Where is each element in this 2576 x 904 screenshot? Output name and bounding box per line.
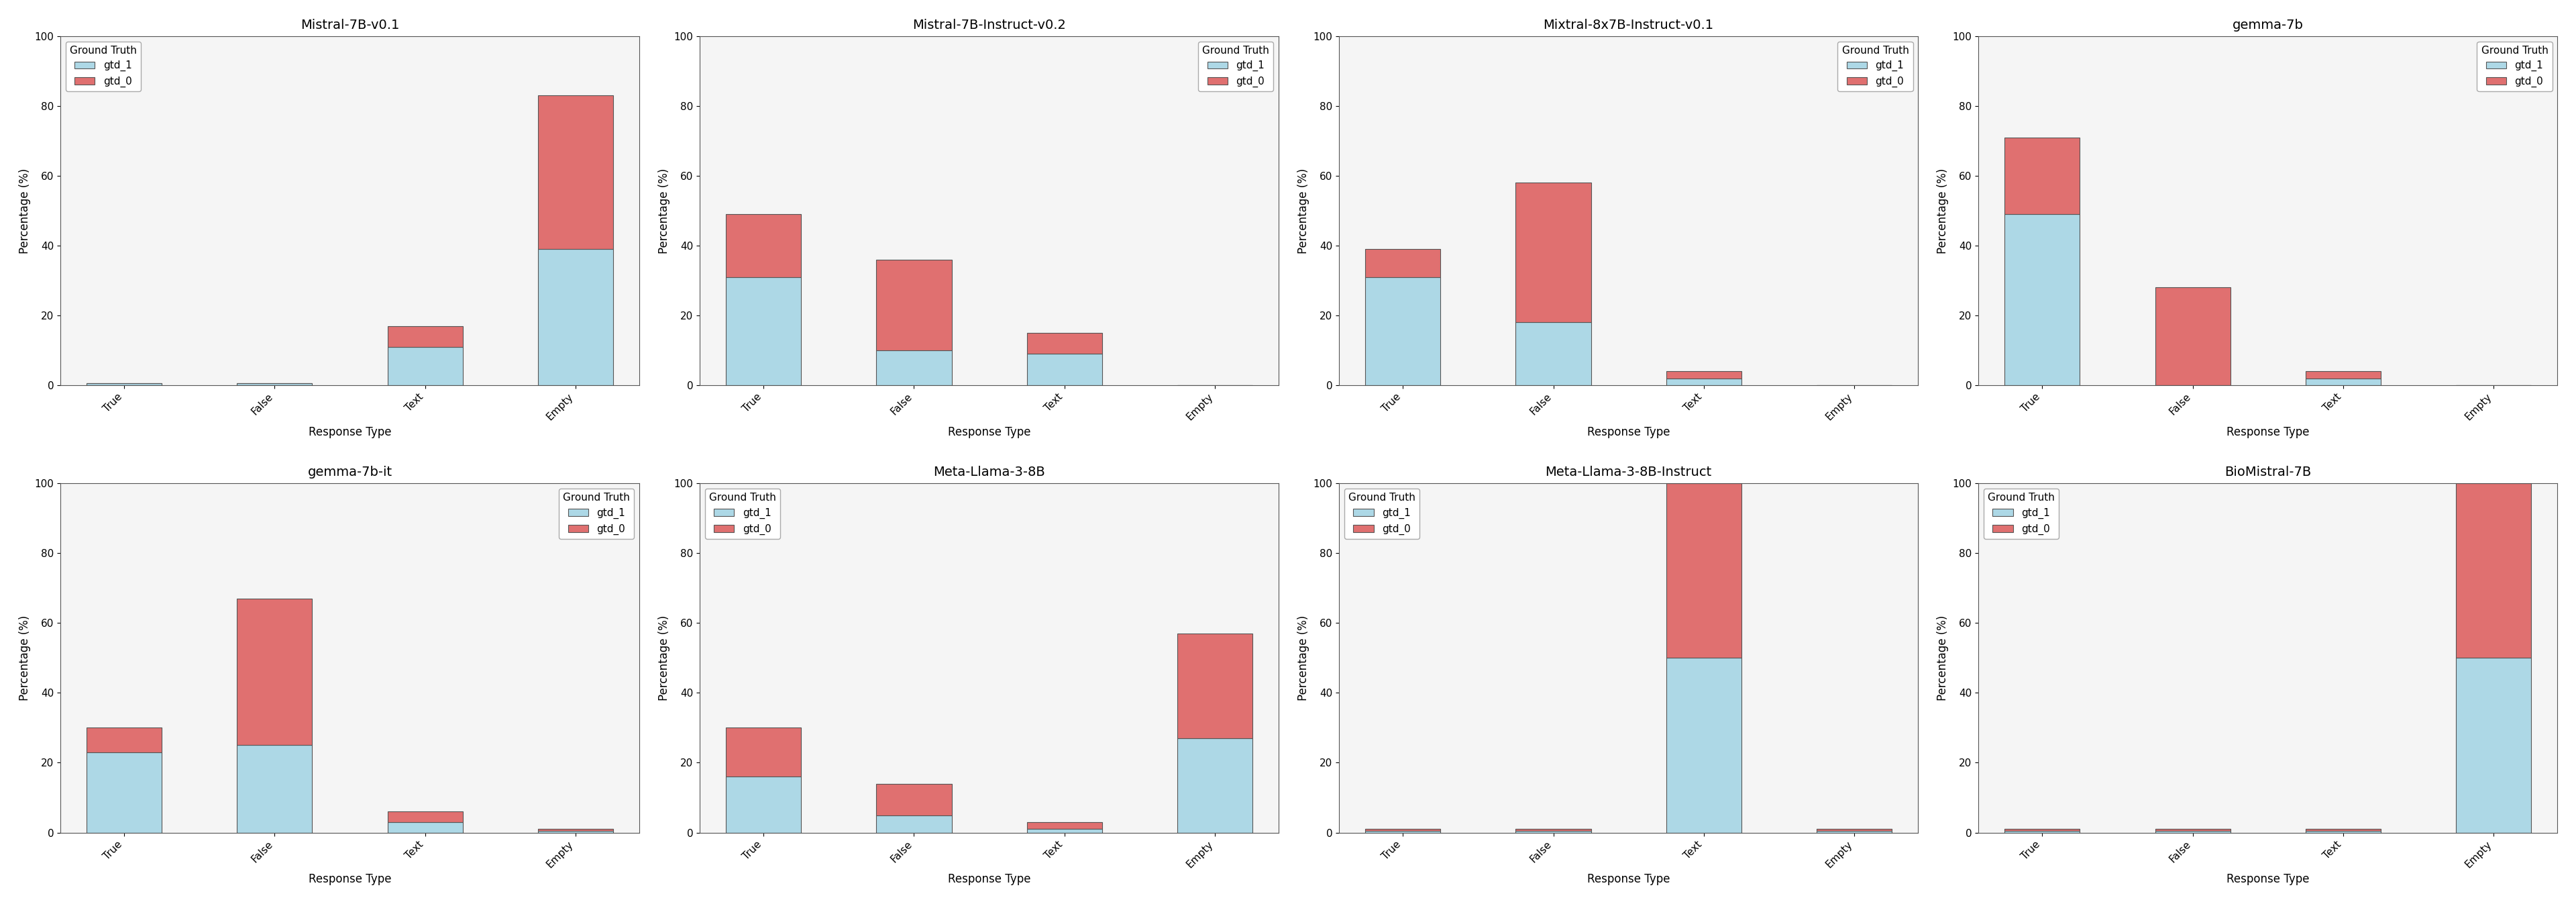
- Bar: [876, 350, 951, 385]
- Bar: [538, 831, 613, 833]
- Bar: [88, 383, 162, 385]
- Bar: [386, 347, 464, 385]
- Bar: [1028, 353, 1103, 385]
- Legend: gtd_1, gtd_0: gtd_1, gtd_0: [64, 42, 142, 91]
- Bar: [1365, 829, 1440, 831]
- X-axis label: Response Type: Response Type: [2226, 873, 2308, 885]
- Bar: [1667, 658, 1741, 833]
- Bar: [237, 745, 312, 833]
- X-axis label: Response Type: Response Type: [948, 426, 1030, 438]
- Title: gemma-7b-it: gemma-7b-it: [307, 466, 392, 479]
- Bar: [2004, 829, 2079, 831]
- Y-axis label: Percentage (%): Percentage (%): [1937, 616, 1947, 701]
- Bar: [2004, 214, 2079, 385]
- X-axis label: Response Type: Response Type: [309, 873, 392, 885]
- Bar: [1365, 831, 1440, 833]
- Y-axis label: Percentage (%): Percentage (%): [18, 168, 31, 253]
- Bar: [2306, 829, 2380, 831]
- Title: Mixtral-8x7B-Instruct-v0.1: Mixtral-8x7B-Instruct-v0.1: [1543, 19, 1713, 32]
- Bar: [2455, 658, 2532, 833]
- Bar: [726, 277, 801, 385]
- X-axis label: Response Type: Response Type: [309, 426, 392, 438]
- Title: Mistral-7B-Instruct-v0.2: Mistral-7B-Instruct-v0.2: [912, 19, 1066, 32]
- X-axis label: Response Type: Response Type: [1587, 873, 1669, 885]
- Bar: [1515, 183, 1592, 323]
- Bar: [386, 325, 464, 347]
- Bar: [1515, 831, 1592, 833]
- Title: Meta-Llama-3-8B: Meta-Llama-3-8B: [933, 466, 1046, 479]
- Bar: [2306, 831, 2380, 833]
- Bar: [2306, 378, 2380, 385]
- Bar: [538, 829, 613, 831]
- Bar: [88, 728, 162, 752]
- Bar: [2455, 484, 2532, 658]
- Bar: [1667, 484, 1741, 658]
- Bar: [386, 822, 464, 833]
- Bar: [1515, 829, 1592, 831]
- Legend: gtd_1, gtd_0: gtd_1, gtd_0: [1198, 42, 1273, 91]
- Y-axis label: Percentage (%): Percentage (%): [657, 616, 670, 701]
- Bar: [1028, 822, 1103, 829]
- Bar: [2156, 831, 2231, 833]
- Bar: [2004, 137, 2079, 214]
- Legend: gtd_1, gtd_0: gtd_1, gtd_0: [1345, 489, 1419, 539]
- Bar: [1028, 333, 1103, 353]
- Y-axis label: Percentage (%): Percentage (%): [18, 616, 31, 701]
- Bar: [538, 96, 613, 250]
- Bar: [386, 812, 464, 822]
- Bar: [876, 784, 951, 815]
- Legend: gtd_1, gtd_0: gtd_1, gtd_0: [2478, 42, 2553, 91]
- Y-axis label: Percentage (%): Percentage (%): [657, 168, 670, 253]
- X-axis label: Response Type: Response Type: [2226, 426, 2308, 438]
- Bar: [1365, 277, 1440, 385]
- Bar: [88, 752, 162, 833]
- Bar: [1028, 829, 1103, 833]
- Bar: [1177, 634, 1252, 739]
- Legend: gtd_1, gtd_0: gtd_1, gtd_0: [1984, 489, 2058, 539]
- Bar: [2306, 372, 2380, 378]
- Y-axis label: Percentage (%): Percentage (%): [1298, 168, 1309, 253]
- Bar: [726, 728, 801, 777]
- Bar: [2156, 829, 2231, 831]
- Bar: [726, 777, 801, 833]
- Legend: gtd_1, gtd_0: gtd_1, gtd_0: [559, 489, 634, 539]
- Bar: [1667, 372, 1741, 378]
- Legend: gtd_1, gtd_0: gtd_1, gtd_0: [706, 489, 781, 539]
- Y-axis label: Percentage (%): Percentage (%): [1298, 616, 1309, 701]
- Bar: [1816, 831, 1891, 833]
- Title: BioMistral-7B: BioMistral-7B: [2226, 466, 2311, 479]
- Bar: [1515, 323, 1592, 385]
- X-axis label: Response Type: Response Type: [1587, 426, 1669, 438]
- Bar: [1667, 378, 1741, 385]
- Bar: [726, 214, 801, 277]
- Bar: [2156, 287, 2231, 385]
- Bar: [876, 815, 951, 833]
- Title: Meta-Llama-3-8B-Instruct: Meta-Llama-3-8B-Instruct: [1546, 466, 1713, 479]
- Bar: [2004, 831, 2079, 833]
- X-axis label: Response Type: Response Type: [948, 873, 1030, 885]
- Bar: [1177, 739, 1252, 833]
- Bar: [1365, 250, 1440, 277]
- Title: Mistral-7B-v0.1: Mistral-7B-v0.1: [301, 19, 399, 32]
- Bar: [237, 383, 312, 385]
- Title: gemma-7b: gemma-7b: [2233, 19, 2303, 32]
- Bar: [876, 259, 951, 350]
- Bar: [237, 598, 312, 745]
- Legend: gtd_1, gtd_0: gtd_1, gtd_0: [1837, 42, 1914, 91]
- Bar: [1816, 829, 1891, 831]
- Bar: [538, 250, 613, 385]
- Y-axis label: Percentage (%): Percentage (%): [1937, 168, 1947, 253]
